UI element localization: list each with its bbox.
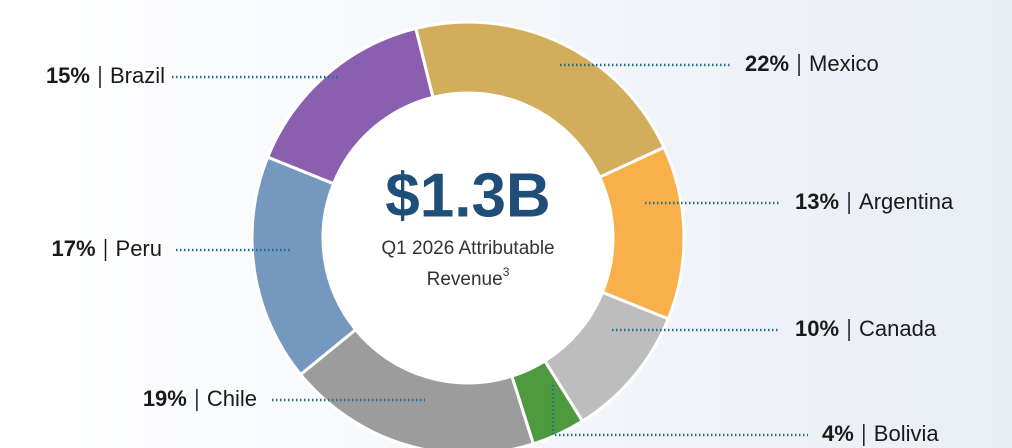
value-label: 4% — [822, 421, 854, 446]
center-caption: Revenue — [427, 269, 503, 290]
category-label: Brazil — [110, 63, 165, 88]
value-label: 15% — [46, 63, 90, 88]
category-label: Chile — [207, 386, 257, 411]
center-caption: Q1 2026 Attributable — [381, 238, 554, 259]
value-label: 10% — [795, 316, 839, 341]
category-label: Argentina — [859, 189, 954, 214]
category-label: Canada — [859, 316, 937, 341]
category-label: Peru — [116, 236, 162, 261]
value-label: 13% — [795, 189, 839, 214]
value-label: 22% — [745, 51, 789, 76]
category-label: Bolivia — [874, 421, 940, 446]
category-label: Mexico — [809, 51, 879, 76]
donut-hole — [322, 92, 614, 384]
footnote-mark: 3 — [503, 265, 510, 279]
center-caption: Revenue3 — [427, 265, 510, 290]
leader-line — [551, 385, 808, 437]
value-label: 19% — [143, 386, 187, 411]
value-label: 17% — [51, 236, 95, 261]
center-value: $1.3B — [385, 161, 550, 230]
